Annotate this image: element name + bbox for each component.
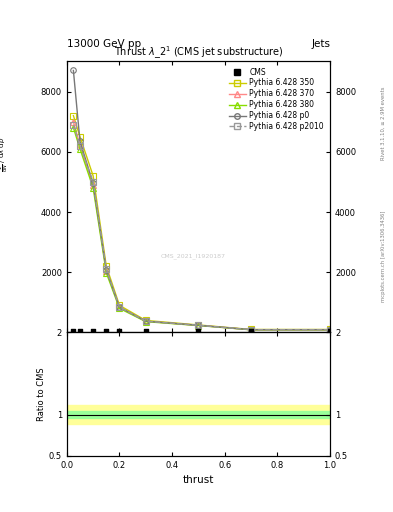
Y-axis label: Ratio to CMS: Ratio to CMS — [37, 367, 46, 421]
Text: Rivet 3.1.10, ≥ 2.9M events: Rivet 3.1.10, ≥ 2.9M events — [381, 86, 386, 160]
Legend: CMS, Pythia 6.428 350, Pythia 6.428 370, Pythia 6.428 380, Pythia 6.428 p0, Pyth: CMS, Pythia 6.428 350, Pythia 6.428 370,… — [226, 65, 326, 134]
X-axis label: thrust: thrust — [183, 475, 214, 485]
Text: mcplots.cern.ch [arXiv:1306.3436]: mcplots.cern.ch [arXiv:1306.3436] — [381, 210, 386, 302]
Point — [195, 327, 202, 335]
Point — [77, 327, 83, 335]
Text: Jets: Jets — [311, 38, 330, 49]
Point — [143, 327, 149, 335]
Text: $\frac{1}{\mathrm{d}N}$ / $\mathrm{d}\lambda\,\mathrm{d}\,p$: $\frac{1}{\mathrm{d}N}$ / $\mathrm{d}\la… — [0, 136, 11, 172]
Point — [248, 327, 254, 335]
Text: 13000 GeV pp: 13000 GeV pp — [67, 38, 141, 49]
Point — [103, 327, 109, 335]
Point — [90, 327, 96, 335]
Title: Thrust $\lambda\_2^1$ (CMS jet substructure): Thrust $\lambda\_2^1$ (CMS jet substruct… — [114, 44, 283, 61]
Text: CMS_2021_I1920187: CMS_2021_I1920187 — [161, 254, 226, 260]
Point — [70, 327, 77, 335]
Point — [327, 327, 333, 335]
Point — [116, 327, 123, 335]
